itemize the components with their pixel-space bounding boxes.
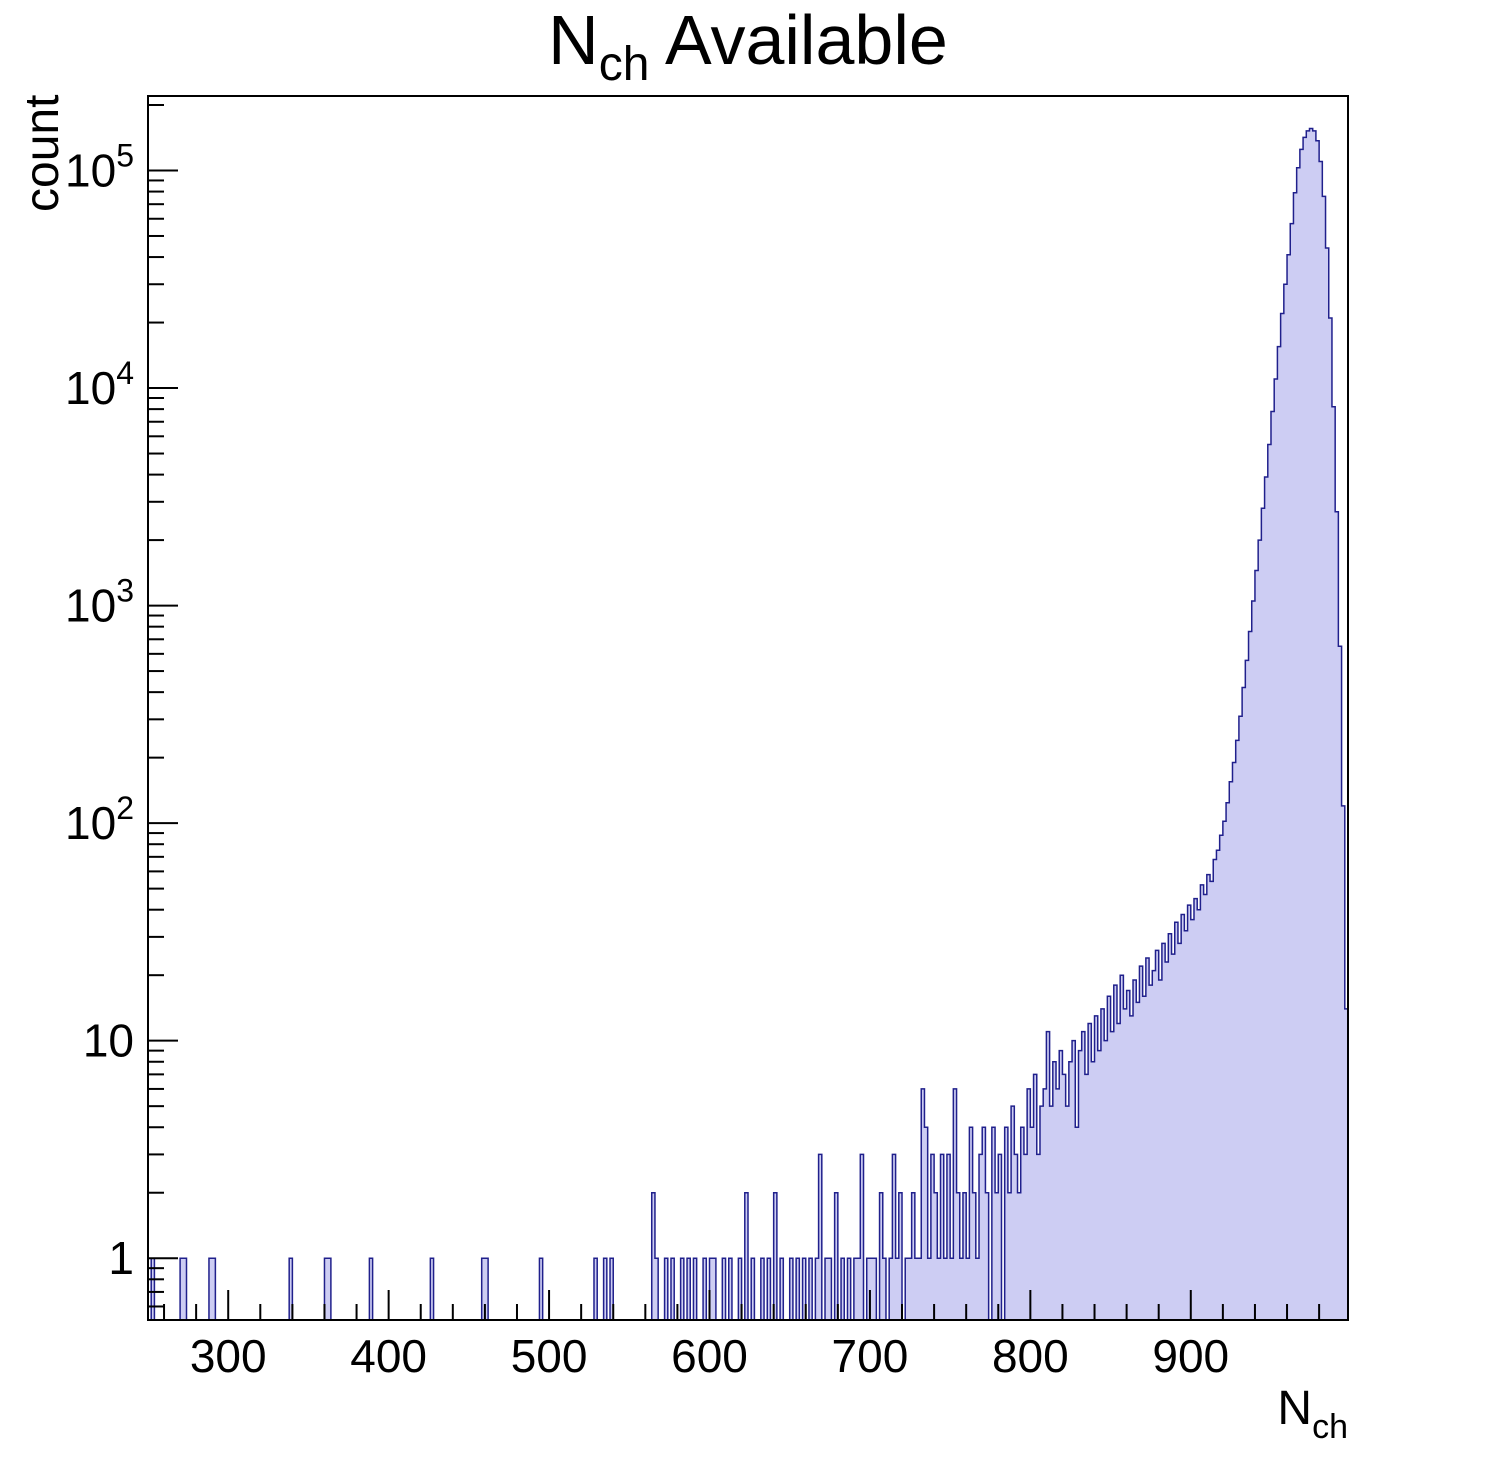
x-axis-title: Nch [1277,1382,1348,1446]
y-axis-tick-label: 105 [65,137,134,196]
x-axis-tick-label: 900 [1152,1330,1229,1382]
y-axis-tick-label: 1 [108,1232,134,1284]
y-axis-title: count [16,95,69,212]
y-axis-tick-label: 104 [65,355,134,414]
y-axis-tick-label: 103 [65,573,134,632]
plot-frame [147,95,1349,1321]
y-axis-tick-label: 10 [83,1015,134,1067]
histogram-area [148,127,1349,1321]
x-axis-tick-label: 700 [832,1330,909,1382]
histogram-series-layer [148,127,1349,1321]
y-axis-tick-label: 102 [65,790,134,849]
axes-layer: 300 400 500 600 700 800 900 1 10 102 103 104 105 [65,95,1349,1382]
x-axis-tick-label: 300 [190,1330,267,1382]
x-axis-tick-label: 800 [992,1330,1069,1382]
x-axis-tick-label: 400 [350,1330,427,1382]
x-axis-tick-label: 500 [511,1330,588,1382]
x-axis-tick-label: 600 [671,1330,748,1382]
chart-title: Nch Available [548,1,948,91]
